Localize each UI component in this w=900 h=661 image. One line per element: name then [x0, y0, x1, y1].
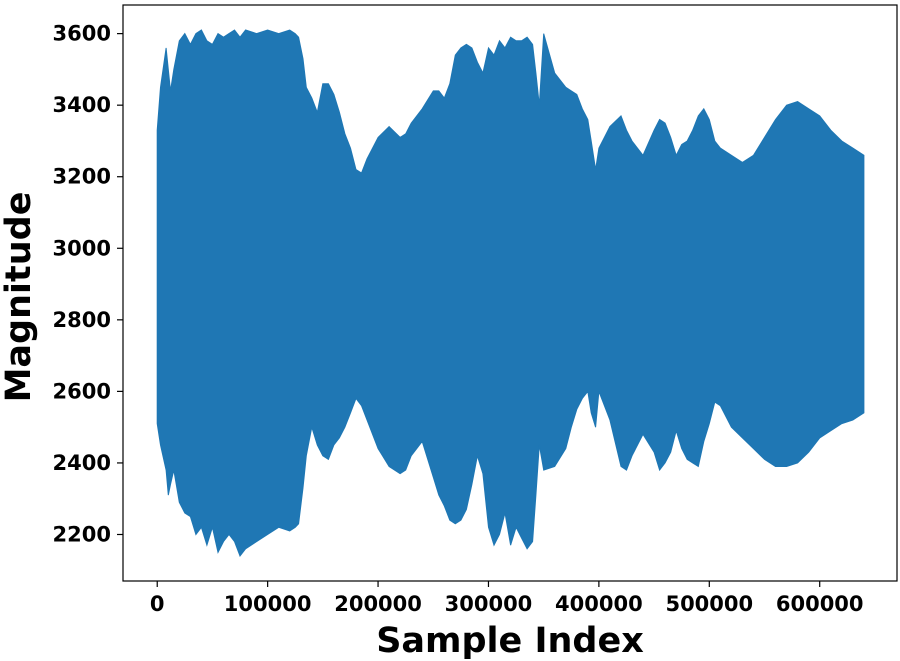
plot-frame	[122, 4, 898, 582]
y-tick-label: 3400	[53, 93, 111, 117]
x-tick-label: 300000	[445, 592, 533, 616]
y-tick-label: 2800	[53, 308, 111, 332]
y-axis-label: Magnitude	[0, 192, 39, 403]
x-axis: 0 100000 200000 300000 400000 500000 600000	[150, 581, 864, 616]
y-tick-label: 3600	[53, 22, 111, 46]
y-axis: 2200 2400 2600 2800 3000 3200 3400 3600	[53, 22, 123, 546]
y-tick-label: 2600	[53, 379, 111, 403]
y-tick-label: 3200	[53, 165, 111, 189]
plot-area	[156, 29, 865, 558]
x-tick-label: 600000	[776, 592, 864, 616]
x-tick-label: 0	[150, 592, 165, 616]
y-tick-label: 2400	[53, 451, 111, 475]
y-tick-label: 2200	[53, 522, 111, 546]
x-axis-label: Sample Index	[376, 621, 644, 661]
x-tick-label: 400000	[555, 592, 643, 616]
x-tick-label: 100000	[224, 592, 312, 616]
x-tick-label: 200000	[334, 592, 422, 616]
series-envelope-0	[156, 29, 865, 558]
x-tick-label: 500000	[665, 592, 753, 616]
y-tick-label: 3000	[53, 236, 111, 260]
